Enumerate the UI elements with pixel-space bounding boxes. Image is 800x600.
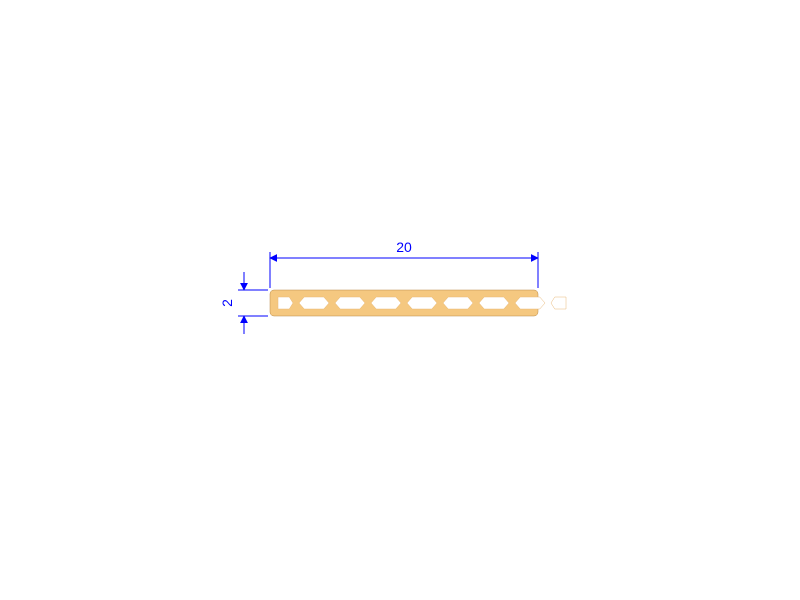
technical-drawing-svg: 20 2 <box>0 0 800 600</box>
profile-cell <box>515 297 545 309</box>
profile-cell <box>407 297 437 309</box>
profile-cell <box>299 297 329 309</box>
width-dim-label: 20 <box>396 239 412 255</box>
profile-cell <box>443 297 473 309</box>
diagram-stage: 20 2 <box>0 0 800 600</box>
height-dim-label: 2 <box>219 299 235 307</box>
profile-cell-end-right <box>551 297 566 309</box>
profile-cell <box>371 297 401 309</box>
profile-cell <box>335 297 365 309</box>
profile-cell <box>479 297 509 309</box>
